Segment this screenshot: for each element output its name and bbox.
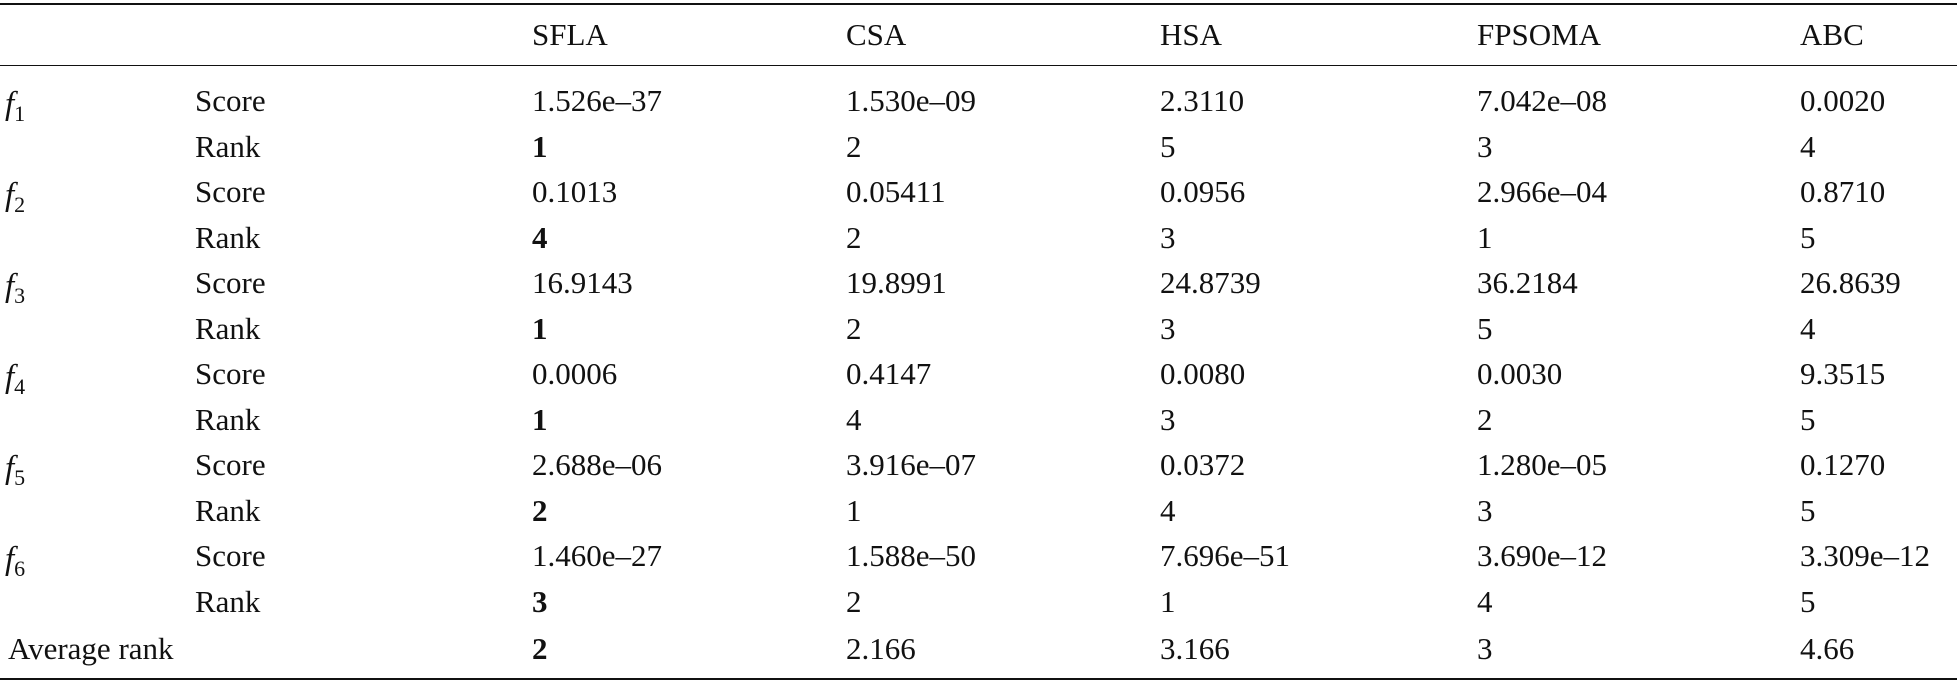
rank-cell: 3 bbox=[1160, 311, 1176, 346]
function-label-f1: f1 bbox=[5, 86, 26, 126]
table-top-rule bbox=[0, 3, 1957, 5]
rank-label: Rank bbox=[195, 402, 261, 437]
score-label: Score bbox=[195, 538, 266, 573]
rank-cell: 5 bbox=[1800, 584, 1816, 619]
rank-label: Rank bbox=[195, 311, 261, 346]
rank-cell: 3 bbox=[1477, 493, 1493, 528]
rank-label: Rank bbox=[195, 493, 261, 528]
rank-label: Rank bbox=[195, 129, 261, 164]
header-fpsoma: FPSOMA bbox=[1477, 17, 1602, 52]
score-cell: 2.3110 bbox=[1160, 83, 1245, 118]
function-label-f4: f4 bbox=[5, 359, 26, 399]
rank-cell: 5 bbox=[1160, 129, 1176, 164]
rank-cell: 1 bbox=[1477, 220, 1493, 255]
rank-cell: 2 bbox=[846, 220, 862, 255]
score-cell: 0.0080 bbox=[1160, 356, 1246, 391]
score-cell: 3.690e–12 bbox=[1477, 538, 1608, 573]
score-label: Score bbox=[195, 356, 266, 391]
score-cell: 0.8710 bbox=[1800, 174, 1886, 209]
score-cell: 19.8991 bbox=[846, 265, 947, 300]
function-label-f5: f5 bbox=[5, 450, 26, 490]
header-hsa: HSA bbox=[1160, 17, 1223, 52]
score-cell: 36.2184 bbox=[1477, 265, 1578, 300]
rank-cell: 5 bbox=[1800, 493, 1816, 528]
rank-cell: 4 bbox=[1800, 311, 1816, 346]
score-cell: 9.3515 bbox=[1800, 356, 1886, 391]
rank-cell: 1 bbox=[846, 493, 862, 528]
score-cell: 0.1270 bbox=[1800, 447, 1886, 482]
score-cell: 1.588e–50 bbox=[846, 538, 977, 573]
average-rank-label: Average rank bbox=[8, 631, 174, 666]
average-rank-cell: 4.66 bbox=[1800, 631, 1855, 666]
average-rank-sfla: 2 bbox=[532, 631, 548, 666]
score-cell: 0.0020 bbox=[1800, 83, 1886, 118]
header-rule bbox=[0, 65, 1957, 66]
rank-cell: 4 bbox=[1160, 493, 1176, 528]
rank-cell: 5 bbox=[1477, 311, 1493, 346]
rank-cell: 1 bbox=[1160, 584, 1176, 619]
rank-cell: 2 bbox=[846, 311, 862, 346]
average-rank-cell: 2.166 bbox=[846, 631, 916, 666]
function-label-f2: f2 bbox=[5, 177, 26, 217]
rank-cell-sfla: 1 bbox=[532, 129, 548, 164]
score-cell: 16.9143 bbox=[532, 265, 633, 300]
score-cell: 0.4147 bbox=[846, 356, 932, 391]
score-label: Score bbox=[195, 447, 266, 482]
table-bottom-rule bbox=[0, 678, 1957, 680]
score-cell: 1.460e–27 bbox=[532, 538, 663, 573]
rank-label: Rank bbox=[195, 584, 261, 619]
rank-cell: 5 bbox=[1800, 220, 1816, 255]
score-cell: 2.966e–04 bbox=[1477, 174, 1608, 209]
rank-cell: 3 bbox=[1160, 220, 1176, 255]
rank-cell: 2 bbox=[846, 129, 862, 164]
rank-cell: 2 bbox=[846, 584, 862, 619]
rank-cell-sfla: 1 bbox=[532, 402, 548, 437]
score-cell: 1.526e–37 bbox=[532, 83, 663, 118]
score-cell: 0.0030 bbox=[1477, 356, 1563, 391]
rank-cell-sfla: 2 bbox=[532, 493, 548, 528]
rank-cell-sfla: 3 bbox=[532, 584, 548, 619]
header-abc: ABC bbox=[1800, 17, 1864, 52]
rank-label: Rank bbox=[195, 220, 261, 255]
score-cell: 1.280e–05 bbox=[1477, 447, 1608, 482]
score-cell: 3.309e–12 bbox=[1800, 538, 1931, 573]
rank-cell-sfla: 1 bbox=[532, 311, 548, 346]
score-cell: 7.696e–51 bbox=[1160, 538, 1291, 573]
score-label: Score bbox=[195, 174, 266, 209]
score-cell: 26.8639 bbox=[1800, 265, 1901, 300]
rank-cell: 3 bbox=[1477, 129, 1493, 164]
score-cell: 0.1013 bbox=[532, 174, 618, 209]
rank-cell: 2 bbox=[1477, 402, 1493, 437]
function-label-f6: f6 bbox=[5, 541, 26, 581]
header-sfla: SFLA bbox=[532, 17, 608, 52]
score-cell: 1.530e–09 bbox=[846, 83, 977, 118]
score-cell: 0.0372 bbox=[1160, 447, 1246, 482]
rank-cell: 5 bbox=[1800, 402, 1816, 437]
score-cell: 24.8739 bbox=[1160, 265, 1261, 300]
average-rank-cell: 3 bbox=[1477, 631, 1493, 666]
score-cell: 3.916e–07 bbox=[846, 447, 977, 482]
function-label-f3: f3 bbox=[5, 268, 26, 308]
rank-cell: 4 bbox=[846, 402, 862, 437]
rank-cell: 4 bbox=[1477, 584, 1493, 619]
rank-cell-sfla: 4 bbox=[532, 220, 548, 255]
average-rank-cell: 3.166 bbox=[1160, 631, 1230, 666]
header-csa: CSA bbox=[846, 17, 907, 52]
score-label: Score bbox=[195, 265, 266, 300]
score-cell: 2.688e–06 bbox=[532, 447, 663, 482]
score-cell: 0.05411 bbox=[846, 174, 946, 209]
rank-cell: 4 bbox=[1800, 129, 1816, 164]
rank-cell: 3 bbox=[1160, 402, 1176, 437]
score-cell: 0.0956 bbox=[1160, 174, 1246, 209]
score-cell: 7.042e–08 bbox=[1477, 83, 1608, 118]
score-label: Score bbox=[195, 83, 266, 118]
score-cell: 0.0006 bbox=[532, 356, 618, 391]
